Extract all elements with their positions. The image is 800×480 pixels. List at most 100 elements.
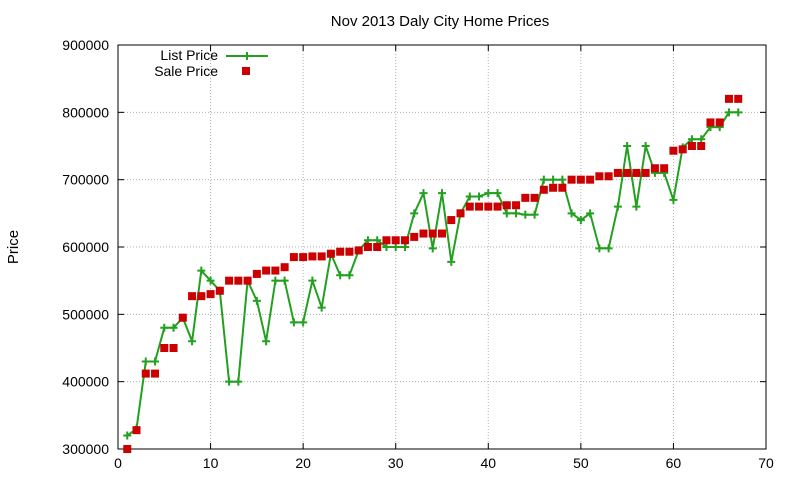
x-tick-label: 0 <box>114 455 122 471</box>
list-price-point <box>197 266 206 275</box>
sale-price-point <box>576 175 585 184</box>
list-price-point <box>169 323 178 332</box>
sale-price-point <box>410 232 419 241</box>
sale-price-point <box>586 175 595 184</box>
sale-price-point <box>215 286 224 295</box>
sale-price-point <box>382 236 391 245</box>
list-price-point <box>447 257 456 266</box>
sale-price-point <box>262 266 271 275</box>
sale-price-point <box>687 142 696 150</box>
sale-price-point <box>160 344 169 352</box>
list-price-point <box>123 431 132 440</box>
sale-price-point <box>623 168 632 177</box>
x-tick-label: 10 <box>203 455 219 471</box>
x-tick-label: 70 <box>758 455 774 471</box>
chart-title: Nov 2013 Daly City Home Prices <box>331 13 549 30</box>
sale-price-point <box>613 168 622 177</box>
sale-price-point <box>252 269 261 278</box>
y-tick-label: 500000 <box>62 306 109 322</box>
list-price-point <box>419 189 428 198</box>
list-price-point <box>280 276 289 285</box>
list-price-point <box>475 192 484 201</box>
sale-price-point <box>641 168 650 177</box>
legend-marker-sale-price <box>242 67 250 75</box>
list-price-point <box>465 192 474 201</box>
sale-price-point <box>289 253 298 262</box>
y-tick-label: 800000 <box>62 104 109 120</box>
sale-price-point <box>225 276 234 285</box>
sale-price-point <box>475 202 484 211</box>
sale-price-point <box>697 142 706 150</box>
list-price-point <box>613 202 622 211</box>
sale-price-point <box>234 276 243 285</box>
list-price-point <box>669 195 678 204</box>
y-tick-label: 400000 <box>62 374 109 390</box>
sale-price-point <box>197 292 206 301</box>
list-price-point <box>502 209 511 218</box>
sale-price-point <box>660 164 669 173</box>
sale-price-point <box>169 344 178 352</box>
legend-label-sale-price: Sale Price <box>154 63 218 79</box>
x-tick-label: 40 <box>480 455 496 471</box>
sale-price-point <box>447 216 456 225</box>
list-price-point <box>576 216 585 225</box>
sale-price-point <box>345 247 354 256</box>
sale-price-point <box>678 145 687 154</box>
list-price-point <box>604 244 613 253</box>
sale-price-point <box>132 426 141 435</box>
sale-price-point <box>734 94 743 103</box>
sale-price-point <box>706 118 715 127</box>
list-price-point <box>484 189 493 198</box>
sale-price-point <box>493 202 502 211</box>
sale-price-point <box>299 253 308 262</box>
list-price-point <box>512 209 521 218</box>
sale-price-point <box>123 445 132 453</box>
sale-price-point <box>308 252 317 261</box>
sale-price-point <box>243 276 252 285</box>
list-price-point <box>734 108 743 117</box>
list-price-point <box>530 210 539 219</box>
sale-price-point <box>206 290 215 299</box>
sale-price-point <box>632 168 641 177</box>
list-price-point <box>271 276 280 285</box>
list-price-point <box>641 142 650 150</box>
sale-price-point <box>456 209 465 218</box>
list-price-point <box>428 244 437 253</box>
sale-price-point <box>595 172 604 181</box>
list-price-point <box>363 236 372 245</box>
list-price-point <box>151 357 160 366</box>
x-tick-label: 60 <box>666 455 682 471</box>
list-price-point <box>687 135 696 144</box>
series-layer <box>123 94 743 453</box>
list-price-point <box>308 276 317 285</box>
sale-price-point <box>502 201 511 210</box>
x-tick-label: 50 <box>573 455 589 471</box>
list-price-point <box>345 271 354 280</box>
list-price-point <box>549 175 558 184</box>
list-price-point <box>438 189 446 198</box>
list-price-point <box>391 243 400 251</box>
list-price-point <box>188 337 197 346</box>
sale-price-point <box>484 202 493 211</box>
list-price-point <box>225 377 234 386</box>
sale-price-point <box>271 266 280 275</box>
list-price-point <box>567 209 576 218</box>
y-tick-label: 700000 <box>62 172 109 188</box>
sale-price-point <box>567 175 576 184</box>
sale-price-point <box>317 252 326 261</box>
sale-price-point <box>400 236 409 245</box>
sale-price-point <box>363 243 372 251</box>
sale-price-point <box>178 313 187 322</box>
list-price-point <box>373 236 382 245</box>
legend: List Price Sale Price <box>154 47 268 79</box>
list-price-point <box>299 318 308 327</box>
list-price-point <box>262 337 271 346</box>
y-tick-label: 900000 <box>62 37 109 53</box>
list-price-point <box>336 271 345 280</box>
list-price-point <box>493 189 502 198</box>
sale-price-point <box>650 164 659 173</box>
x-tick-label: 20 <box>295 455 311 471</box>
sale-price-point <box>521 193 530 202</box>
sale-price-point <box>151 369 160 378</box>
sale-price-point <box>391 236 400 245</box>
